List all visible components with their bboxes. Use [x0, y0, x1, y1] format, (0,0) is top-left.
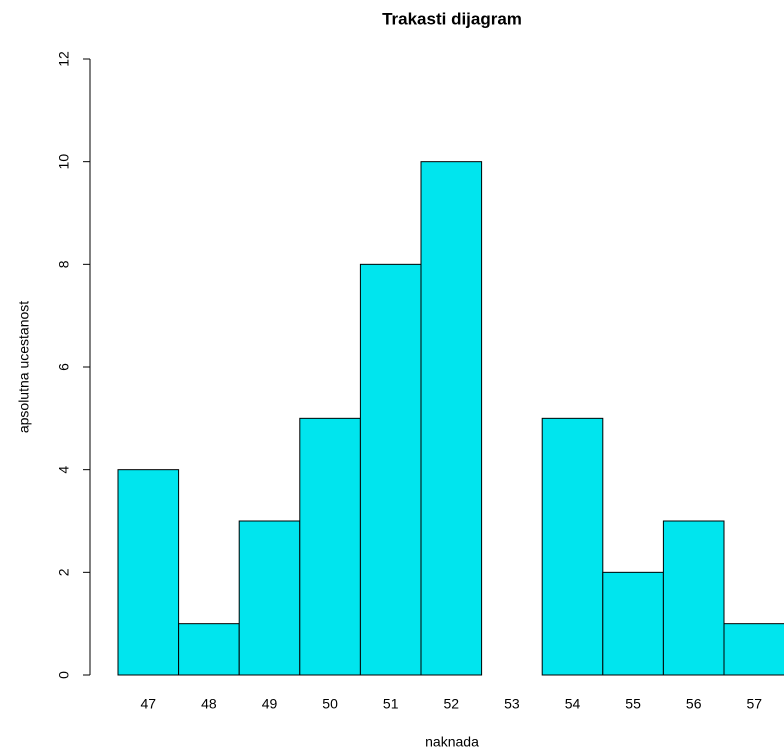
y-tick-label: 12 [56, 51, 72, 67]
bar [541, 417, 604, 676]
bar [662, 520, 725, 676]
x-tick-label: 48 [201, 696, 217, 712]
y-tick-label: 6 [56, 363, 72, 371]
x-tick-label: 49 [262, 696, 278, 712]
y-tick-label: 0 [56, 671, 72, 679]
chart-title: Trakasti dijagram [382, 9, 522, 28]
x-tick-label: 54 [565, 696, 581, 712]
x-tick-label: 51 [383, 696, 399, 712]
bar [359, 263, 422, 676]
x-tick-label: 53 [504, 696, 520, 712]
x-tick-label: 55 [625, 696, 641, 712]
bar [238, 520, 301, 676]
x-tick-label: 56 [686, 696, 702, 712]
y-tick-label: 2 [56, 568, 72, 576]
bar [178, 623, 240, 676]
bar [117, 469, 180, 676]
bar [299, 417, 361, 676]
x-tick-label: 50 [322, 696, 338, 712]
x-tick-label: 47 [141, 696, 157, 712]
y-tick-label: 8 [56, 260, 72, 268]
x-tick-label: 57 [747, 696, 763, 712]
bar [420, 161, 483, 676]
bar [723, 623, 784, 676]
x-axis-label: naknada [425, 734, 479, 750]
y-tick-label: 10 [56, 154, 72, 170]
y-tick-label: 4 [56, 466, 72, 474]
y-axis-label: apsolutna ucestanost [16, 301, 32, 433]
x-tick-label: 52 [444, 696, 460, 712]
bar [602, 571, 664, 676]
